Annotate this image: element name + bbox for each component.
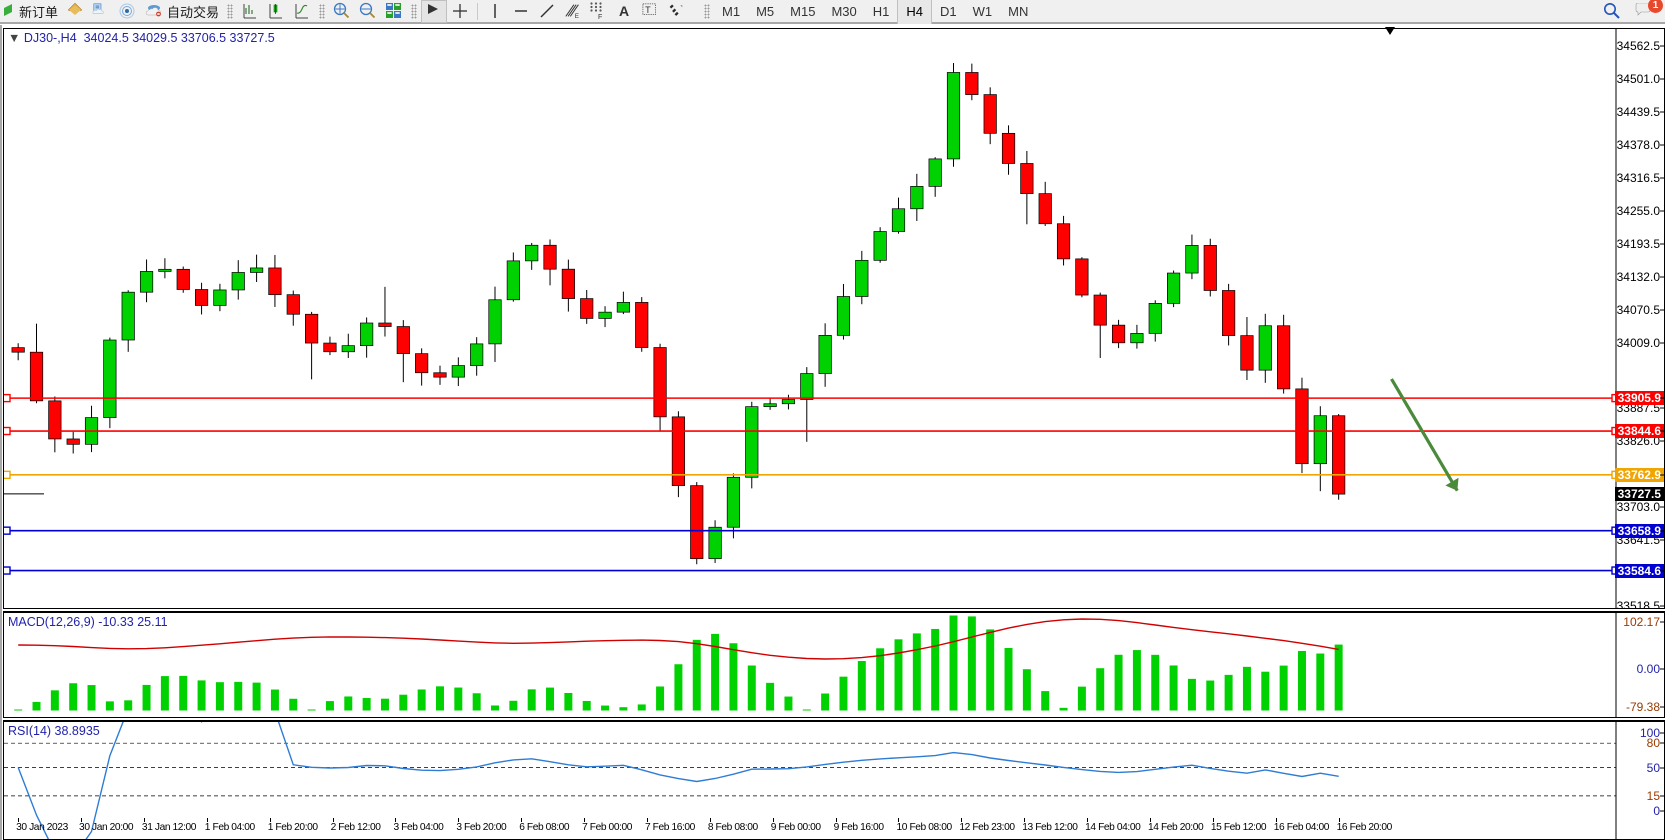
svg-text:F: F (598, 14, 602, 20)
svg-text:T: T (645, 5, 651, 15)
svg-text:E: E (575, 13, 579, 20)
svg-text:A: A (619, 3, 629, 19)
